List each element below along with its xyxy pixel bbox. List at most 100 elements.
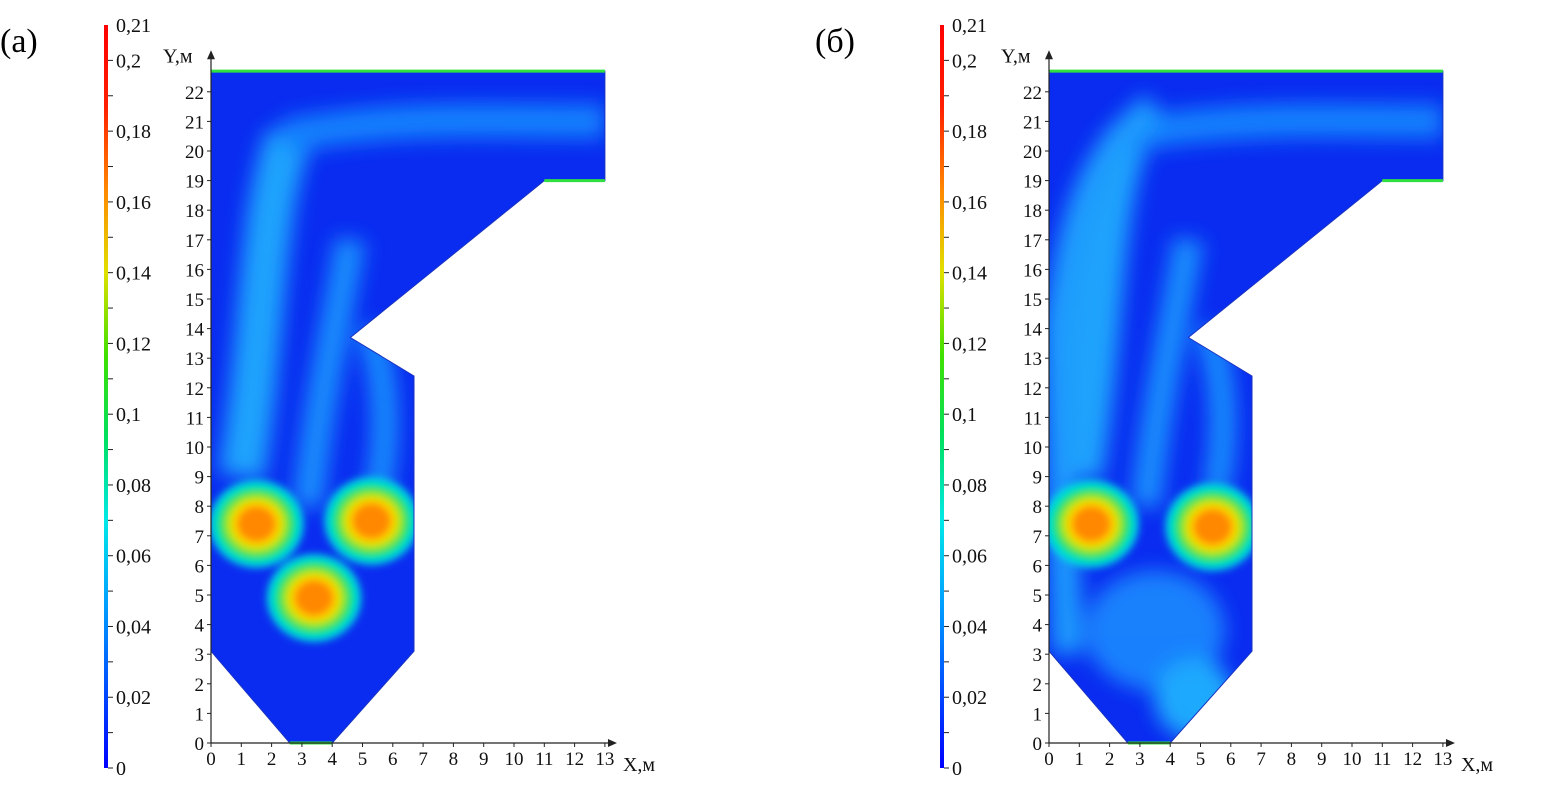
y-tick-label: 10 [185, 438, 204, 459]
x-tick-label: 5 [358, 749, 368, 770]
panel-a-colorbar: 0 0,02 0,04 0,06 0,08 0,1 0,12 0,14 0,16 0,18 0,2 0… [104, 15, 151, 780]
colorbar-tick-label: 0,2 [952, 50, 977, 72]
plume-stream [293, 237, 366, 508]
colorbar-tick-label: 0,02 [952, 687, 987, 709]
y-tick-label: 6 [195, 556, 205, 577]
heatmap-field [211, 71, 605, 744]
y-tick-label: 15 [1023, 290, 1042, 311]
y-tick-label: 0 [195, 734, 205, 755]
y-tick-label: 22 [1023, 83, 1042, 104]
panel-a-label: (а) [0, 23, 38, 60]
x-tick-label: 10 [505, 749, 524, 770]
x-tick-label: 1 [237, 749, 247, 770]
x-tick-label: 12 [565, 749, 584, 770]
x-axis-label: X,м [623, 754, 655, 776]
y-tick-label: 0 [1033, 734, 1043, 755]
x-tick-label: 12 [1403, 749, 1422, 770]
hot-spot [351, 502, 392, 540]
y-tick-label: 18 [185, 201, 204, 222]
x-tick-label: 4 [327, 749, 337, 770]
y-tick-label: 4 [1033, 616, 1043, 637]
colorbar-tick-label: 0,12 [952, 333, 987, 355]
y-tick-label: 20 [1023, 142, 1042, 163]
colorbar-tick-label: 0,2 [116, 50, 141, 72]
y-tick-label: 17 [1023, 231, 1042, 252]
colorbar-tick-label: 0,1 [952, 404, 977, 426]
y-tick-label: 1 [195, 704, 205, 725]
y-tick-label: 12 [1023, 379, 1042, 400]
colorbar-tick-label: 0 [116, 758, 126, 780]
y-axis-label: Y,м [163, 45, 193, 67]
colorbar-tick-label: 0,18 [116, 121, 151, 143]
y-tick-label: 7 [195, 527, 205, 548]
y-tick-label: 8 [195, 497, 205, 518]
panel-b-label: (б) [815, 23, 855, 60]
y-axis-arrow [1045, 50, 1053, 60]
y-tick-label: 6 [1033, 556, 1043, 577]
plume-stream [1131, 237, 1204, 508]
y-tick-label: 9 [1033, 468, 1043, 489]
hot-spot [294, 579, 334, 617]
y-tick-label: 22 [185, 83, 204, 104]
colorbar-tick-label: 0,12 [116, 333, 151, 355]
plume-stream [218, 127, 312, 481]
y-tick-label: 2 [1033, 675, 1043, 696]
y-tick-label: 14 [1023, 320, 1043, 341]
colorbar-tick-label: 0,1 [116, 404, 141, 426]
colorbar-tick-label: 0,21 [116, 15, 151, 37]
colorbar-tick-label: 0 [952, 758, 962, 780]
y-tick-label: 17 [185, 231, 204, 252]
y-tick-label: 18 [1023, 201, 1042, 222]
y-tick-label: 11 [186, 408, 204, 429]
colorbar-tick-label: 0,08 [952, 475, 987, 497]
colorbar-scale [104, 25, 108, 768]
colorbar-tick-label: 0,08 [116, 475, 151, 497]
colorbar-tick-label: 0,18 [952, 121, 987, 143]
x-tick-label: 3 [1135, 749, 1145, 770]
colorbar-tick-label: 0,16 [116, 192, 151, 214]
y-tick-label: 2 [195, 675, 205, 696]
hot-spot-layer [211, 477, 419, 642]
panel-b-heatmap: 0 1 2 3 4 5 6 7 8 9 10 11 12 130123456789101112131415… [1001, 45, 1493, 776]
colorbar-tick-label: 0,06 [952, 546, 987, 568]
x-tick-label: 7 [418, 749, 428, 770]
heatmap-field [1049, 71, 1443, 744]
colorbar-tick-label: 0,02 [116, 687, 151, 709]
x-tick-label: 5 [1196, 749, 1206, 770]
colorbar-tick-label: 0,04 [116, 616, 151, 638]
x-tick-label: 11 [1373, 749, 1391, 770]
x-tick-label: 0 [1044, 749, 1054, 770]
x-tick-label: 7 [1256, 749, 1266, 770]
y-tick-label: 13 [185, 349, 204, 370]
panel-b: (б) 0 0,02 0,04 0,06 0,08 0,1 0,12 0,14 0,16 0,18… [815, 15, 1493, 780]
x-tick-label: 13 [595, 749, 614, 770]
y-tick-label: 16 [185, 260, 204, 281]
panel-a: (а) 0 0,02 0,04 0,06 0,08 0,1 0,12 0,14 0,16 0,18… [0, 15, 655, 780]
x-tick-label: 4 [1165, 749, 1175, 770]
y-tick-label: 12 [185, 379, 204, 400]
colorbar-tick-label: 0,16 [952, 192, 987, 214]
x-tick-label: 6 [1226, 749, 1236, 770]
x-axis-label: X,м [1461, 754, 1493, 776]
y-tick-label: 8 [1033, 497, 1043, 518]
y-axis-arrow [207, 50, 215, 60]
y-tick-label: 10 [1023, 438, 1042, 459]
plume-blob [1154, 658, 1235, 739]
y-tick-label: 11 [1024, 408, 1042, 429]
plume-stream [280, 103, 605, 153]
y-tick-label: 7 [1033, 527, 1043, 548]
y-tick-label: 21 [185, 112, 204, 133]
colorbar-tick-label: 0,21 [952, 15, 987, 37]
panel-b-colorbar: 0 0,02 0,04 0,06 0,08 0,1 0,12 0,14 0,16 0,18 0,2 0… [940, 15, 987, 780]
x-tick-label: 10 [1343, 749, 1362, 770]
hot-spot [1192, 508, 1233, 546]
x-tick-label: 1 [1075, 749, 1085, 770]
y-tick-label: 21 [1023, 112, 1042, 133]
x-tick-label: 9 [1317, 749, 1327, 770]
axes: 0 1 2 3 4 5 6 7 8 9 10 11 12 130123456789101112131415… [163, 45, 655, 776]
y-tick-label: 19 [185, 172, 204, 193]
colorbar-tick-label: 0,06 [116, 546, 151, 568]
x-tick-label: 8 [1287, 749, 1297, 770]
colorbar-tick-label: 0,14 [952, 263, 987, 285]
